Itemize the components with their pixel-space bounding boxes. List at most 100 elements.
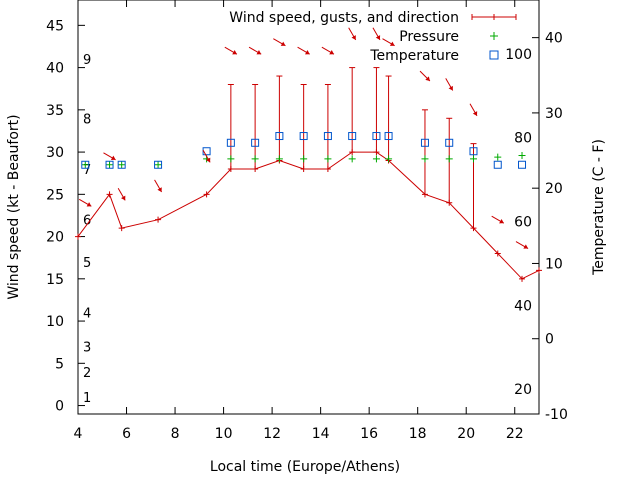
beaufort-labels: 1 2 3 4 5 6 7 8 9: [83, 53, 91, 406]
wind-direction-arrow: [515, 241, 529, 249]
pressure-point: [469, 155, 477, 163]
pressure-point: [518, 151, 526, 159]
wind-direction-arrow: [321, 46, 335, 55]
wind-direction-arrow: [372, 27, 381, 41]
x-tick-label: 16: [360, 426, 378, 442]
pressure-point: [154, 161, 162, 169]
x-tick-label: 18: [409, 426, 427, 442]
plot-frame: [77, 0, 540, 415]
wind-point: [536, 267, 542, 274]
wind-point: [446, 199, 453, 206]
y2-tick-label: 30: [545, 106, 563, 122]
temperature-point: [384, 132, 393, 141]
wind-point: [373, 149, 380, 156]
beaufort-label: 9: [83, 53, 91, 68]
beaufort-label: 7: [83, 163, 91, 178]
temperature-point: [372, 132, 381, 141]
y-tick-label: 30: [46, 145, 64, 161]
y-tick-label: 20: [46, 230, 64, 246]
arrow-head: [375, 35, 381, 40]
y-tick-label: 25: [46, 187, 64, 203]
pressure-point: [300, 155, 308, 163]
y2-tick-label: 10: [545, 256, 563, 272]
axis-ticks: 4 6 8 10 12 14 16 18 20 22051015202530354045-1001…: [46, 0, 568, 442]
wind-point: [252, 165, 259, 172]
temperature-point: [154, 160, 163, 169]
legend-label: Wind speed, gusts, and direction: [229, 10, 459, 26]
wind-direction-arrow: [297, 46, 310, 55]
pressure-point: [275, 155, 283, 163]
temperature-point: [105, 160, 114, 169]
fahrenheit-label: 80: [514, 131, 532, 147]
wind-point: [494, 250, 501, 257]
wind-point: [421, 191, 428, 198]
arrow-head: [499, 219, 504, 224]
arrow-head: [232, 50, 237, 55]
x-tick-label: 10: [215, 426, 233, 442]
arrow-head: [389, 41, 395, 46]
arrow-head: [86, 202, 92, 207]
arrow-head: [121, 195, 126, 201]
wind-direction-arrow: [491, 215, 505, 224]
wind-direction-arrow: [382, 38, 395, 47]
fahrenheit-label: 20: [514, 382, 532, 398]
beaufort-label: 5: [83, 256, 91, 271]
wind-direction-arrow: [154, 179, 163, 193]
temperature-point: [117, 160, 126, 169]
wind-direction-arrow: [202, 149, 211, 163]
arrow-head: [351, 35, 356, 40]
wind-direction-arrow: [78, 198, 92, 207]
fahrenheit-label: 40: [514, 299, 532, 315]
pressure-point: [227, 155, 235, 163]
arrow-head: [110, 155, 116, 160]
pressure-point: [118, 161, 126, 169]
temperature-point: [493, 160, 502, 169]
wind-point: [324, 165, 331, 172]
arrow-head: [448, 85, 453, 91]
y-tick-label: 45: [46, 18, 64, 34]
wind-speed-line: [77, 151, 540, 280]
pressure-point: [372, 155, 380, 163]
pressure-point: [421, 155, 429, 163]
pressure-point: [324, 155, 332, 163]
wind-point: [203, 191, 210, 198]
arrow-head: [425, 76, 430, 81]
fahrenheit-label: 60: [514, 214, 532, 230]
wind-direction-arrow: [117, 188, 126, 201]
legend-label: Temperature: [369, 48, 459, 64]
y2-tick-label: 20: [545, 181, 563, 197]
pressure-point: [385, 155, 393, 163]
arrow-head: [157, 187, 162, 192]
pressure-point: [348, 155, 356, 163]
wind-direction-arrow: [224, 46, 238, 55]
arrow-head: [304, 50, 310, 55]
data-marks: [75, 27, 542, 282]
wind-direction-arrow: [348, 27, 357, 41]
wind-point: [227, 165, 234, 172]
pressure-point: [251, 155, 259, 163]
x-tick-label: 8: [171, 426, 180, 442]
x-tick-label: 20: [457, 426, 475, 442]
y2-tick-label: 40: [545, 31, 563, 47]
wind-point: [349, 149, 356, 156]
temperature-point: [299, 132, 308, 141]
y-tick-label: 40: [46, 61, 64, 77]
y-tick-label: 35: [46, 103, 64, 119]
x-tick-label: 14: [312, 426, 330, 442]
arrow-head: [280, 41, 286, 46]
wind-point: [106, 191, 113, 198]
wind-point: [300, 165, 307, 172]
y-axis-label: Wind speed (kt - Beaufort): [6, 114, 22, 299]
beaufort-label: 1: [83, 391, 91, 406]
wind-point: [519, 275, 526, 282]
y-tick-label: 15: [46, 272, 64, 288]
arrow-head: [472, 111, 478, 116]
temperature-point: [469, 147, 478, 156]
arrow-head: [205, 157, 211, 163]
pressure-point: [81, 161, 89, 169]
legend-label: Pressure: [399, 29, 459, 45]
wind-direction-arrow: [273, 38, 286, 47]
temperature-point: [445, 138, 454, 147]
legend-temperature-swatch: [489, 50, 499, 60]
wind-direction-arrow: [248, 46, 262, 55]
